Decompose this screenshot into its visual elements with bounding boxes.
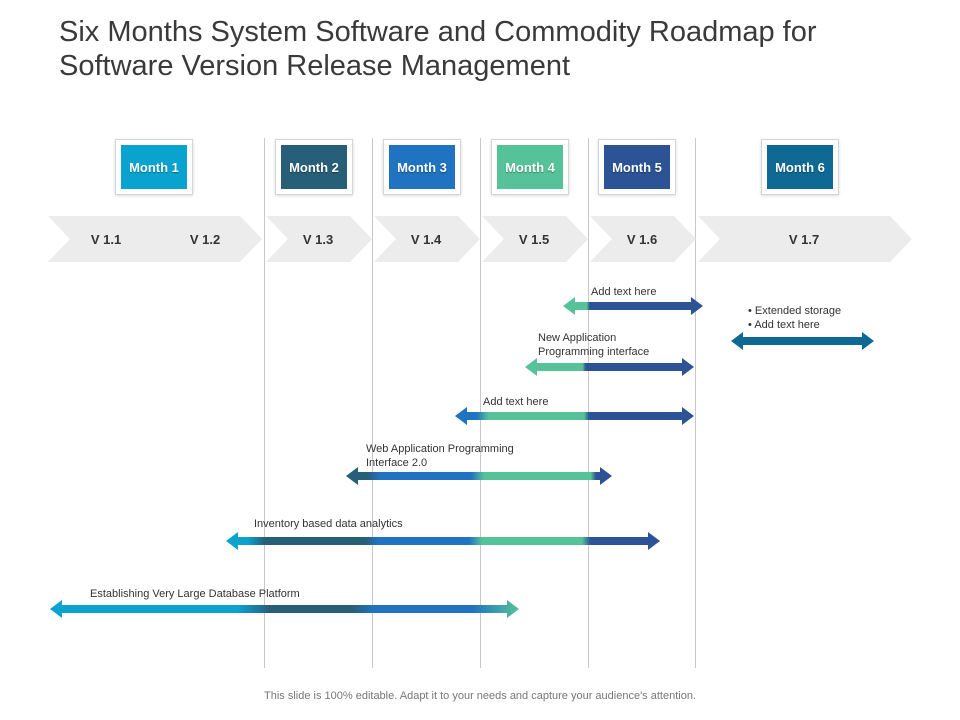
chevron-6: [698, 216, 912, 262]
task-7-label: Establishing Very Large Database Platfor…: [90, 588, 300, 600]
month-4-box: Month 4: [497, 145, 563, 189]
version-label: V 1.7: [788, 232, 820, 247]
version-label: V 1.6: [626, 232, 658, 247]
bullet-item: Add text here: [748, 318, 841, 332]
month-6-frame: Month 6: [761, 139, 839, 195]
chevron-2: [266, 216, 372, 262]
task-6-label: Inventory based data analytics: [254, 518, 403, 530]
arrow-task-7: [50, 600, 519, 618]
version-chevron-band: [48, 216, 912, 262]
month-6-box: Month 6: [767, 145, 833, 189]
task-5-label: Web Application Programming Interface 2.…: [366, 443, 514, 469]
chevron-1: [48, 216, 262, 262]
chevron-5: [590, 216, 696, 262]
task-1-label: Add text here: [591, 286, 657, 298]
version-label: V 1.4: [410, 232, 442, 247]
divider-line: [480, 138, 481, 668]
divider-line: [588, 138, 589, 668]
month-1-box: Month 1: [121, 145, 187, 189]
page-title: Six Months System Software and Commodity…: [59, 16, 817, 82]
version-label: V 1.5: [518, 232, 550, 247]
chevron-4: [482, 216, 588, 262]
arrow-task-1: [563, 297, 703, 315]
version-label: V 1.1: [90, 232, 122, 247]
month-1-frame: Month 1: [115, 139, 193, 195]
month-4-frame: Month 4: [491, 139, 569, 195]
arrow-task-5: [346, 467, 612, 485]
version-label: V 1.2: [189, 232, 221, 247]
arrow-task-4: [455, 407, 694, 425]
month-5-frame: Month 5: [598, 139, 676, 195]
chevron-3: [374, 216, 480, 262]
task-2-bullets: Extended storage Add text here: [748, 304, 841, 332]
task-4-label: Add text here: [483, 396, 549, 408]
month-2-box: Month 2: [281, 145, 347, 189]
month-5-box: Month 5: [604, 145, 670, 189]
arrow-task-6: [226, 532, 660, 550]
divider-line: [372, 138, 373, 668]
footer-note: This slide is 100% editable. Adapt it to…: [264, 690, 696, 702]
month-3-box: Month 3: [389, 145, 455, 189]
version-label: V 1.3: [302, 232, 334, 247]
divider-line: [264, 138, 265, 668]
arrow-task-2: [731, 332, 874, 350]
arrow-task-3: [525, 358, 694, 376]
month-2-frame: Month 2: [275, 139, 353, 195]
month-3-frame: Month 3: [383, 139, 461, 195]
divider-line: [695, 138, 696, 668]
bullet-item: Extended storage: [748, 304, 841, 318]
task-3-label: New Application Programming interface: [538, 332, 650, 358]
